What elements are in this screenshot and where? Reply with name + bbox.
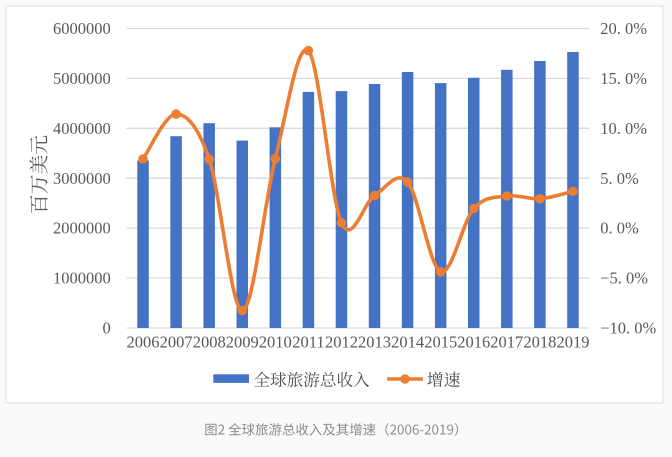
svg-text:2008: 2008 [193,332,226,351]
svg-text:1000000: 1000000 [53,269,111,288]
svg-text:2018: 2018 [523,332,556,351]
svg-text:4000000: 4000000 [53,119,111,138]
svg-text:2019: 2019 [557,332,590,351]
svg-text:2017: 2017 [490,332,523,351]
svg-text:5000000: 5000000 [53,69,111,88]
svg-text:20. 0%: 20. 0% [600,19,647,38]
svg-text:2013: 2013 [358,332,391,351]
svg-text:−10. 0%: −10. 0% [600,319,656,338]
svg-text:2012: 2012 [325,332,358,351]
svg-text:2011: 2011 [292,332,324,351]
svg-text:5. 0%: 5. 0% [600,169,639,188]
svg-text:2007: 2007 [160,332,193,351]
svg-text:2009: 2009 [226,332,259,351]
svg-text:10. 0%: 10. 0% [600,119,647,138]
svg-text:2010: 2010 [259,332,292,351]
svg-text:2000000: 2000000 [53,219,111,238]
svg-text:2014: 2014 [391,332,424,351]
svg-text:−5. 0%: −5. 0% [600,269,648,288]
svg-text:2006: 2006 [127,332,160,351]
svg-text:2016: 2016 [457,332,490,351]
svg-text:3000000: 3000000 [53,169,111,188]
svg-text:0. 0%: 0. 0% [600,219,639,238]
svg-text:6000000: 6000000 [53,19,111,38]
svg-text:2015: 2015 [424,332,457,351]
svg-text:15. 0%: 15. 0% [600,69,647,88]
svg-text:0: 0 [102,319,110,338]
